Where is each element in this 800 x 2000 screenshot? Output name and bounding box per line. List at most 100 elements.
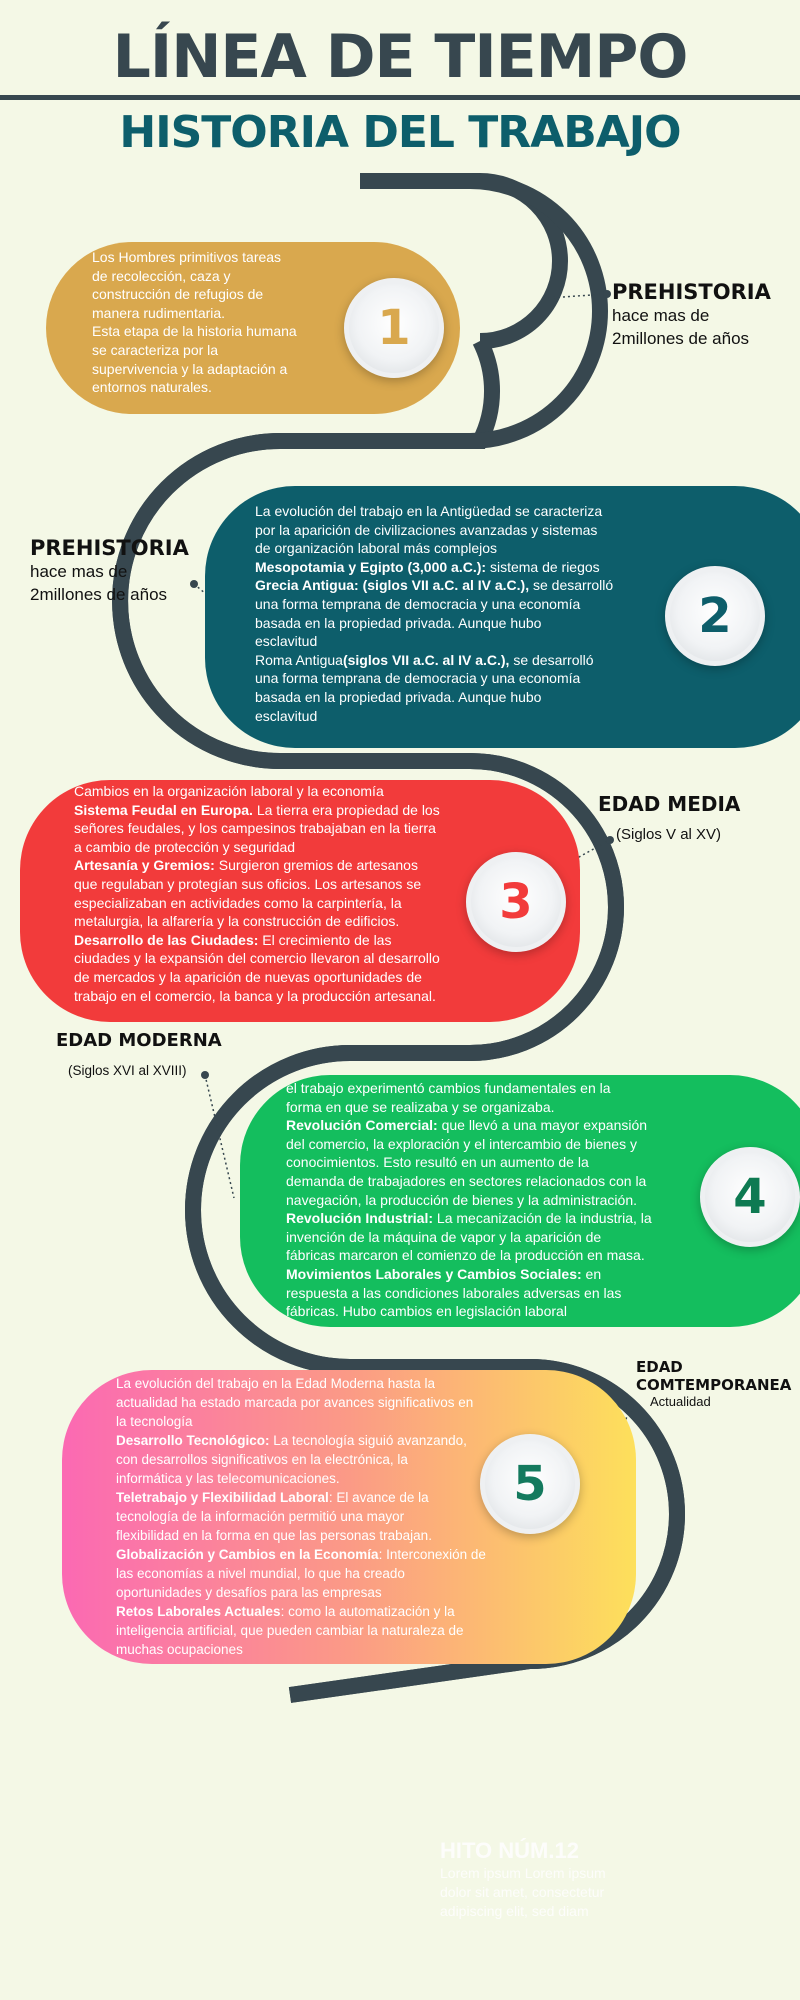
timeline-card-1: Los Hombres primitivos tareas de recolec… (46, 242, 460, 414)
card-line: de organización laboral más complejos (255, 540, 498, 557)
card-line: una forma temprana de democracia y una e… (255, 670, 581, 687)
card-line: basada en la propiedad privada. Aunque h… (255, 688, 542, 705)
card-line: inteligencia artificial, que pueden camb… (116, 1623, 464, 1638)
timeline-card-2: La evolución del trabajo en la Antigüeda… (205, 486, 800, 748)
era-name: EDAD MODERNA (56, 1030, 222, 1051)
card-line: trabajo en el comercio, la banca y la pr… (74, 987, 436, 1004)
hito-placeholder: HITO NÚM.12 Lorem ipsum Lorem ipsum dolo… (440, 1838, 660, 1921)
hito-title: HITO NÚM.12 (440, 1838, 579, 1863)
card-line: Sistema Feudal en Europa. La tierra era … (74, 801, 440, 818)
card-line: Movimientos Laborales y Cambios Sociales… (286, 1265, 602, 1282)
card-line: La evolución del trabajo en la Antigüeda… (255, 503, 603, 519)
card-line: actualidad ha estado marcada por avances… (116, 1395, 474, 1410)
card-line: respuesta a las condiciones laborales ad… (286, 1284, 622, 1301)
title-divider (0, 95, 800, 100)
card-line: forma en que se realizaba y se organizab… (286, 1098, 555, 1115)
era-desc: hace mas de (30, 562, 128, 581)
card-line: Cambios en la organización laboral y la … (74, 783, 384, 799)
era-name: EDAD MEDIA (598, 792, 741, 816)
era-dot-4 (201, 1071, 209, 1079)
card-line: Teletrabajo y Flexibilidad Laboral: El a… (116, 1490, 429, 1505)
card-line: se caracteriza por la (92, 341, 219, 358)
card-line: esclavitud (255, 633, 318, 650)
card-line: señores feudales, y los campesinos traba… (74, 820, 436, 837)
card-line: por la aparición de civilizaciones avanz… (255, 521, 598, 538)
card-line: Artesanía y Gremios: Surgieron gremios d… (74, 857, 418, 874)
card-line: Desarrollo de las Ciudades: El crecimien… (74, 931, 392, 948)
card-line: de recolección, caza y (92, 267, 231, 284)
card-2-text: La evolución del trabajo en la Antigüeda… (255, 502, 675, 725)
card-line: conocimientos. Esto resultó en un aument… (286, 1154, 589, 1171)
page-subtitle: HISTORIA DEL TRABAJO (119, 107, 681, 158)
card-line: Globalización y Cambios en la Economía: … (116, 1547, 486, 1562)
era-name: PREHISTORIA (612, 280, 771, 304)
era-name: PREHISTORIA (30, 536, 189, 560)
card-line: Grecia Antigua: (siglos VII a.C. al IV a… (255, 577, 614, 594)
card-line: una forma temprana de democracia y una e… (255, 595, 581, 612)
era-desc: (Siglos V al XV) (616, 826, 722, 843)
card-line: demanda de trabajadores en sectores rela… (286, 1172, 647, 1189)
card-line: oportunidades y desafíos para las empres… (116, 1585, 382, 1600)
card-2-number-badge: 2 (665, 566, 765, 666)
card-line: Los Hombres primitivos tareas (92, 249, 282, 265)
card-1-text: Los Hombres primitivos tareas de recolec… (92, 248, 352, 397)
card-line: fábricas. Hubo cambios en legislación la… (286, 1303, 567, 1320)
card-line: basada en la propiedad privada. Aunque h… (255, 614, 542, 631)
hito-text: dolor sit amet, consectetur (440, 1884, 605, 1900)
card-line: informática y las telecomunicaciones. (116, 1471, 340, 1486)
era-label-2: PREHISTORIA hace mas de 2millones de año… (30, 536, 189, 606)
card-line: entornos naturales. (92, 379, 212, 396)
hito-text: Lorem ipsum Lorem ipsum (440, 1865, 606, 1881)
era-dot-1 (603, 290, 611, 298)
card-line: a cambio de protección y seguridad (74, 838, 296, 855)
card-line: Retos Laborales Actuales: como la automa… (116, 1604, 455, 1619)
card-line: La evolución del trabajo en la Edad Mode… (116, 1376, 435, 1391)
era-desc: 2millones de años (30, 585, 168, 604)
era-label-1: PREHISTORIA hace mas de 2millones de año… (612, 280, 771, 350)
card-line: esclavitud (255, 707, 318, 724)
era-desc: Actualidad (650, 1394, 711, 1409)
era-dot-5 (626, 1404, 634, 1412)
card-5-text: La evolución del trabajo en la Edad Mode… (116, 1374, 536, 1659)
card-line: fábricas marcaron el comienzo de la prod… (286, 1247, 645, 1264)
era-desc: 2millones de años (612, 329, 750, 348)
card-line: manera rudimentaria. (92, 304, 226, 321)
card-line: Mesopotamia y Egipto (3,000 a.C.): siste… (255, 558, 600, 575)
card-line: la tecnología (116, 1414, 193, 1429)
page-title: LÍNEA DE TIEMPO (112, 22, 689, 92)
card-line: ciudades y la expansión del comercio lle… (74, 950, 440, 967)
card-line: flexibilidad en la forma en que las pers… (116, 1528, 432, 1543)
card-line: del comercio, la exploración y el interc… (286, 1135, 637, 1152)
era-name: COMTEMPORANEA (636, 1376, 792, 1394)
era-label-4: EDAD MODERNA (Siglos XVI al XVIII) (56, 1030, 222, 1078)
card-line: invención de la máquina de vapor y la ap… (286, 1228, 602, 1245)
card-line: navegación, la producción de bienes y la… (286, 1191, 637, 1208)
era-label-5: EDAD COMTEMPORANEA Actualidad (636, 1358, 791, 1409)
card-line: las economías a nivel mundial, lo que ha… (116, 1566, 405, 1581)
card-3-text: Cambios en la organización laboral y la … (74, 782, 474, 1005)
card-line: muchas ocupaciones (116, 1642, 243, 1657)
card-4-text: el trabajo experimentó cambios fundament… (286, 1079, 706, 1321)
card-line: Revolución Industrial: La mecanización d… (286, 1210, 652, 1227)
card-line: el trabajo experimentó cambios fundament… (286, 1080, 611, 1096)
card-line: Roma Antigua(siglos VII a.C. al IV a.C.)… (255, 651, 594, 668)
era-dot-2 (190, 580, 198, 588)
card-line: Revolución Comercial: que llevó a una ma… (286, 1117, 648, 1134)
card-line: que regulaban y protegían sus oficios. L… (74, 875, 422, 892)
card-line: Esta etapa de la historia humana (92, 323, 297, 340)
card-line: supervivencia y la adaptación a (92, 360, 288, 377)
timeline-card-4: el trabajo experimentó cambios fundament… (240, 1075, 800, 1327)
timeline-card-3: Cambios en la organización laboral y la … (20, 780, 580, 1022)
card-line: especializaban en actividades como la ca… (74, 894, 402, 911)
card-line: metalurgia, la alfarería y la construcci… (74, 913, 400, 930)
era-label-3: EDAD MEDIA (Siglos V al XV) (598, 792, 740, 843)
card-1-number-badge: 1 (344, 278, 444, 378)
card-4-number-badge: 4 (700, 1147, 800, 1247)
era-dot-3 (606, 836, 614, 844)
timeline-card-5: La evolución del trabajo en la Edad Mode… (62, 1370, 636, 1664)
card-5-number-badge: 5 (480, 1434, 580, 1534)
card-line: tecnología de la información permitió un… (116, 1509, 405, 1524)
era-desc: hace mas de (612, 306, 710, 325)
card-line: de mercados y la aparición de nuevas opo… (74, 968, 422, 985)
